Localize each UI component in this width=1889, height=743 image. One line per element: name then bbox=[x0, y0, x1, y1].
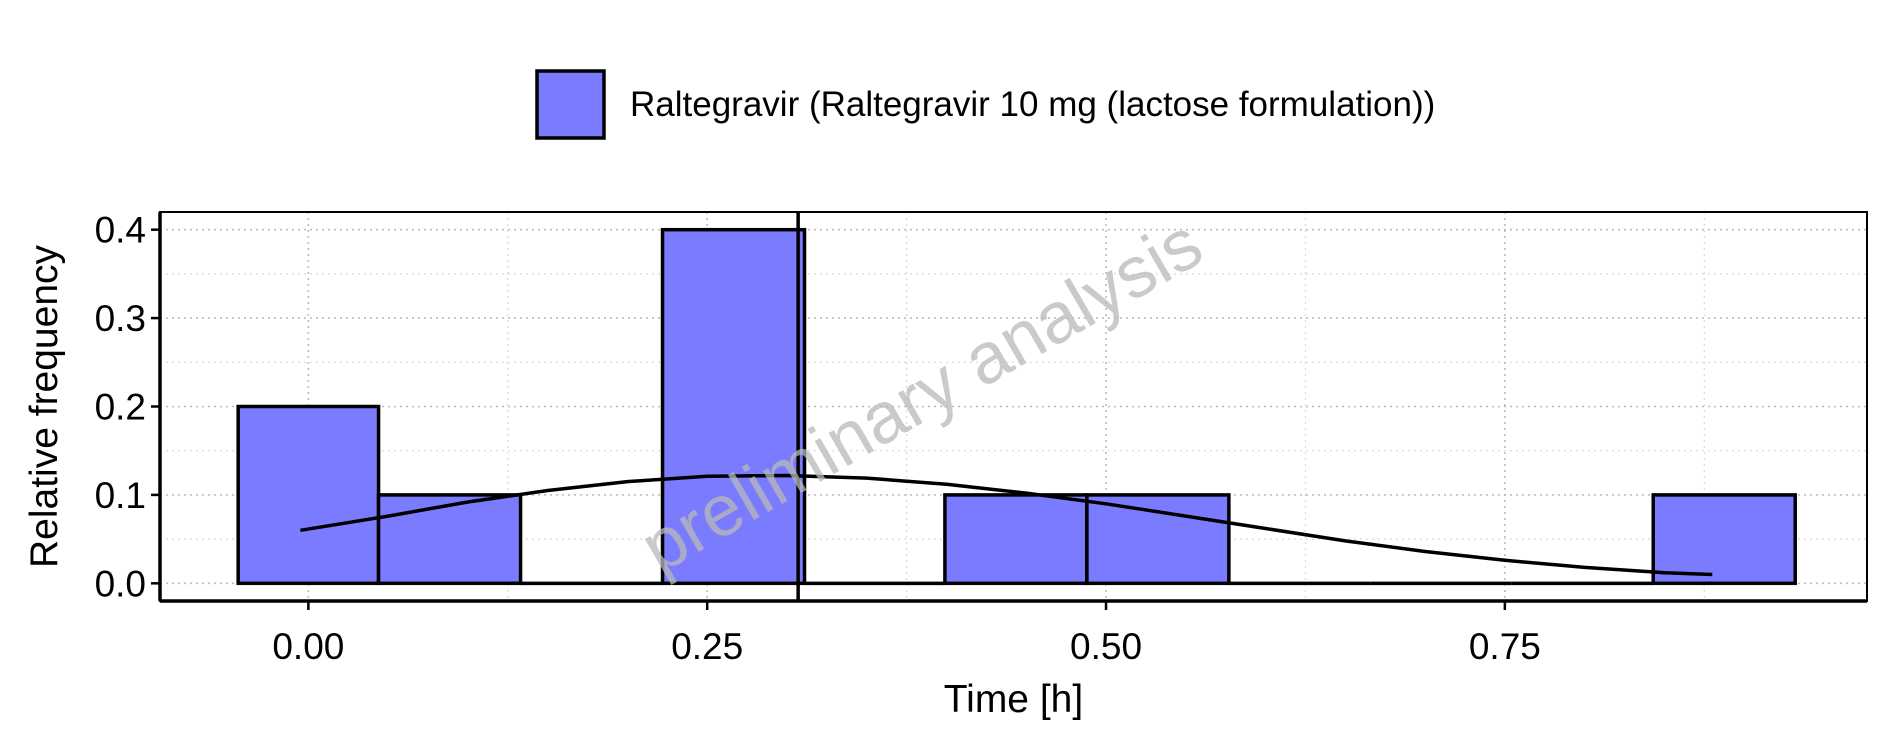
y-axis-title: Relative frequency bbox=[23, 245, 66, 569]
y-tick-label: 0.1 bbox=[95, 475, 146, 516]
histogram-bar bbox=[1085, 493, 1231, 586]
histogram-bars bbox=[236, 227, 1797, 586]
legend-label: Raltegravir (Raltegravir 10 mg (lactose … bbox=[630, 85, 1435, 124]
x-tick-label: 0.50 bbox=[1070, 626, 1142, 667]
histogram-bar bbox=[660, 227, 807, 586]
legend-swatch bbox=[535, 69, 606, 140]
density-curve-group bbox=[300, 473, 1713, 577]
histogram-bar bbox=[236, 404, 381, 586]
histogram-bar bbox=[943, 493, 1089, 586]
x-tick-label: 0.25 bbox=[671, 626, 743, 667]
y-tick-label: 0.2 bbox=[95, 387, 146, 428]
histogram-bar bbox=[1651, 493, 1797, 586]
density-curve bbox=[300, 473, 1713, 577]
histogram-bar bbox=[376, 493, 523, 586]
y-tick-label: 0.4 bbox=[95, 210, 146, 251]
y-axis-ticks: 0.0 0.1 0.2 0.3 0.4 bbox=[95, 210, 160, 604]
x-tick-label: 0.00 bbox=[272, 626, 344, 667]
y-tick-label: 0.3 bbox=[95, 298, 146, 339]
y-tick-label: 0.0 bbox=[95, 563, 146, 604]
x-axis-ticks: 0.00 0.25 0.50 0.75 bbox=[272, 601, 1541, 667]
x-tick-label: 0.75 bbox=[1469, 626, 1541, 667]
x-axis-title: Time [h] bbox=[944, 678, 1083, 721]
legend: Raltegravir (Raltegravir 10 mg (lactose … bbox=[535, 69, 1435, 140]
